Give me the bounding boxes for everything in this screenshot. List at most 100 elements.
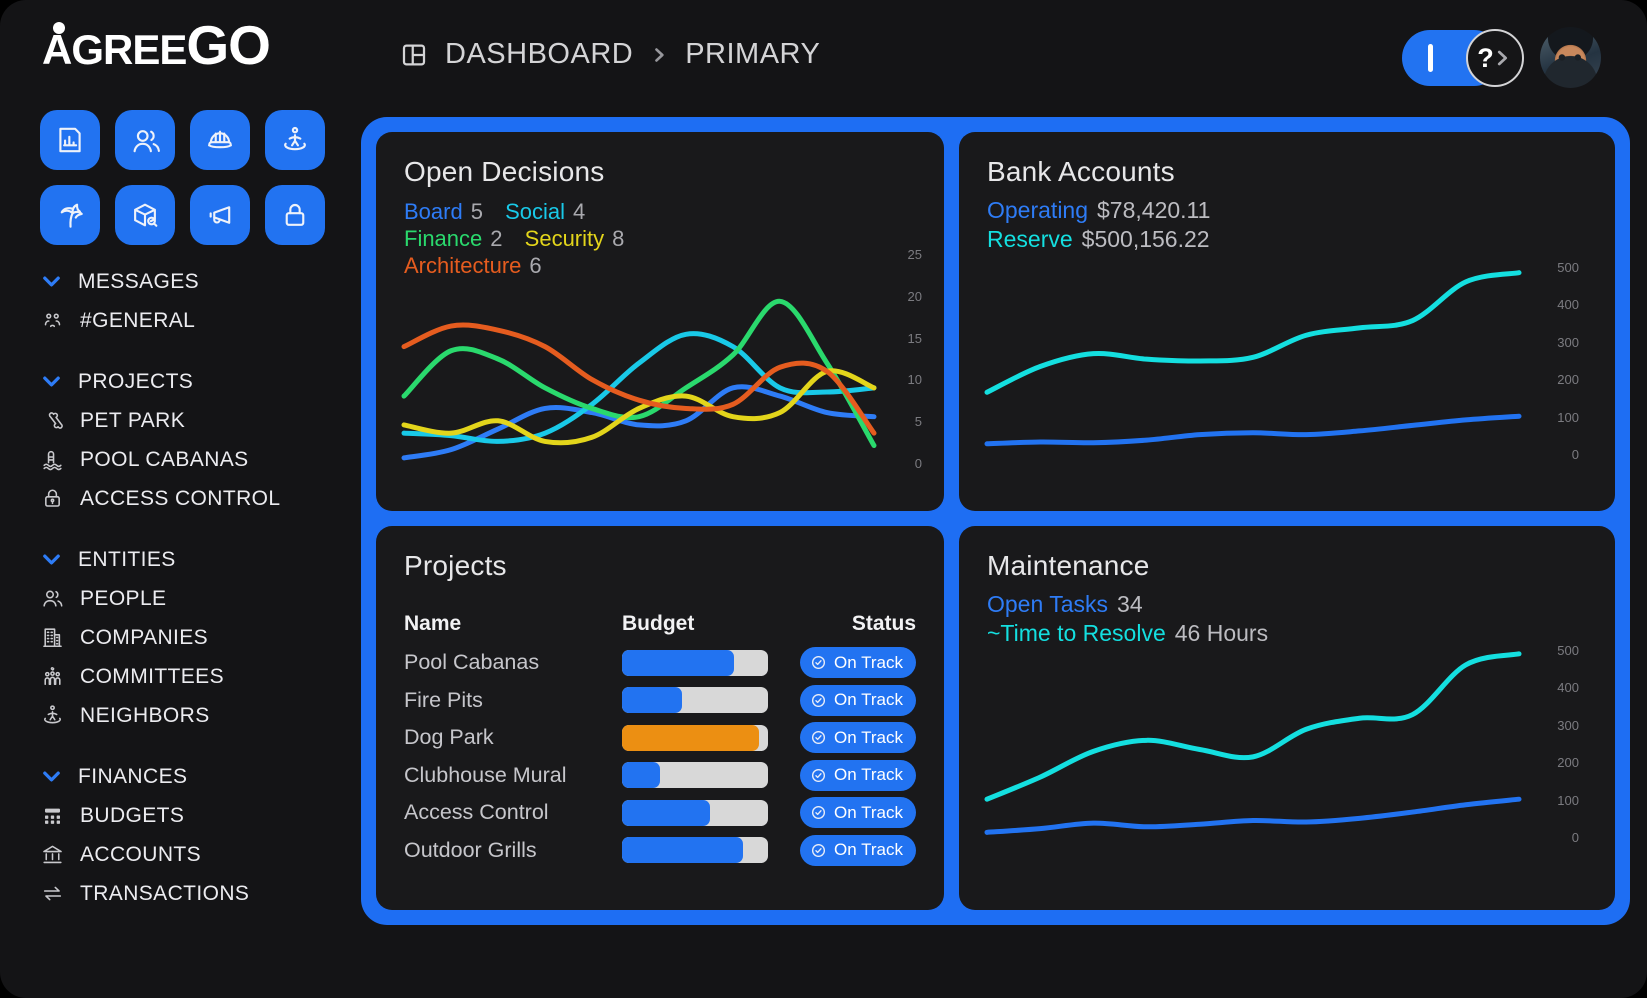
lock-icon — [285, 204, 305, 226]
sidebar-item-people[interactable]: PEOPLE — [40, 579, 350, 618]
announcements-button[interactable] — [190, 185, 250, 245]
help-toggle[interactable]: ? — [1402, 29, 1524, 87]
projects-table-header: Name Budget Status — [404, 604, 916, 644]
question-mark-icon: ? — [1477, 42, 1494, 73]
budget-progress-bar — [622, 799, 768, 826]
status-badge[interactable]: On Track — [800, 722, 916, 754]
sidebar-item-access-control[interactable]: ACCESS CONTROL — [40, 479, 350, 518]
project-name: Outdoor Grills — [404, 837, 537, 862]
construction-button[interactable] — [190, 110, 250, 170]
budget-progress-fill — [622, 762, 660, 789]
column-header-budget: Budget — [622, 612, 695, 635]
sidebar-item-pet-park[interactable]: PET PARK — [40, 401, 350, 440]
budget-progress-fill — [622, 724, 760, 751]
budget-progress-bar — [622, 649, 768, 676]
status-badge[interactable]: On Track — [800, 797, 916, 829]
maintenance-card: Maintenance Open Tasks 34 ~Time to Resolv… — [959, 526, 1615, 910]
sidebar-item-budgets[interactable]: BUDGETS — [40, 796, 350, 835]
dashboard-container: Open Decisions Board 5 Social 4 Finance 2 S… — [361, 117, 1630, 925]
chevron-down-icon — [43, 771, 60, 782]
status-label: On Track — [834, 840, 903, 860]
building-icon — [43, 628, 62, 648]
help-button[interactable]: ? — [1466, 29, 1524, 87]
sidebar-item-pool-cabanas[interactable]: POOL CABANAS — [40, 440, 350, 479]
status-badge[interactable]: On Track — [800, 684, 916, 716]
sidebar-section-entities[interactable]: ENTITIES — [40, 540, 350, 579]
legend-value: 2 — [490, 226, 503, 251]
security-button[interactable] — [265, 185, 325, 245]
legend-row: Board 5 Social 4 — [404, 198, 916, 225]
project-name: Dog Park — [404, 725, 494, 750]
stat-row: ~Time to Resolve 46 Hours — [987, 619, 1587, 648]
nav-item-label: NEIGHBORS — [80, 703, 210, 727]
padlock-keyhole-icon — [45, 489, 60, 507]
check-circle-icon — [811, 656, 826, 670]
table-row: Clubhouse Mural On Track — [404, 757, 916, 795]
committee-icon — [44, 666, 61, 685]
stat-row: Open Tasks 34 — [987, 590, 1587, 619]
section-label: MESSAGES — [78, 269, 200, 293]
app-logo[interactable]: AGREE GO — [42, 18, 271, 74]
chevron-down-icon — [43, 554, 60, 565]
sidebar-item-accounts[interactable]: ACCOUNTS — [40, 835, 350, 874]
status-badge[interactable]: On Track — [800, 647, 916, 679]
legend-value: 4 — [573, 199, 586, 224]
column-header-name: Name — [404, 612, 462, 635]
inventory-button[interactable] — [115, 185, 175, 245]
amenities-button[interactable] — [40, 185, 100, 245]
sidebar-item-neighbors[interactable]: NEIGHBORS — [40, 696, 350, 735]
neighbors-button[interactable] — [265, 110, 325, 170]
section-label: FINANCES — [78, 764, 188, 788]
y-axis-ticks: 500 400 300 200 100 0 — [1557, 643, 1579, 845]
breadcrumb-dashboard[interactable]: DASHBOARD — [445, 38, 634, 70]
chevron-down-icon — [43, 376, 60, 387]
legend-row: Finance 2 Security 8 — [404, 225, 916, 252]
user-avatar[interactable] — [1540, 27, 1601, 88]
sidebar-item-committees[interactable]: COMMITTEES — [40, 657, 350, 696]
sidebar-item-companies[interactable]: COMPANIES — [40, 618, 350, 657]
budget-progress-bar — [622, 837, 768, 864]
sidebar-item-general[interactable]: #GENERAL — [40, 301, 350, 340]
palm-tree-icon — [60, 203, 83, 228]
nav-section-projects: PROJECTS PET PARK POOL CABANAS — [40, 362, 350, 518]
bank-accounts-card: Bank Accounts Operating $78,420.11 Reserv… — [959, 132, 1615, 511]
stat-label-time-to-resolve: ~Time to Resolve — [987, 620, 1166, 646]
y-axis-ticks: 25 20 15 10 5 0 — [907, 247, 922, 471]
budget-progress-fill — [622, 687, 682, 714]
logo-text: AGREE — [42, 26, 187, 73]
status-badge[interactable]: On Track — [800, 759, 916, 791]
status-cell: On Track — [800, 759, 916, 791]
reports-button[interactable] — [40, 110, 100, 170]
status-label: On Track — [834, 690, 903, 710]
legend-label-social: Social — [505, 199, 566, 224]
pool-ladder-icon — [43, 450, 62, 471]
chevron-down-icon — [43, 276, 60, 287]
budget-grid-icon — [45, 808, 60, 824]
sidebar-item-transactions[interactable]: TRANSACTIONS — [40, 874, 350, 913]
status-badge[interactable]: On Track — [800, 834, 916, 866]
nav-item-label: TRANSACTIONS — [80, 881, 250, 905]
nav-item-label: POOL CABANAS — [80, 447, 249, 471]
package-search-icon — [134, 203, 158, 227]
budget-progress-fill — [622, 837, 744, 864]
dashboard-layout-icon — [402, 44, 426, 65]
nav-item-label: PET PARK — [80, 408, 186, 432]
check-circle-icon — [811, 806, 826, 820]
sidebar-section-finances[interactable]: FINANCES — [40, 757, 350, 796]
hard-hat-icon — [208, 130, 232, 149]
sidebar-section-projects[interactable]: PROJECTS — [40, 362, 350, 401]
transfer-arrows-icon — [43, 886, 62, 901]
breadcrumb-primary[interactable]: PRIMARY — [685, 38, 821, 70]
users-button[interactable] — [115, 110, 175, 170]
project-name: Clubhouse Mural — [404, 762, 567, 787]
sidebar-section-messages[interactable]: MESSAGES — [40, 262, 350, 301]
y-axis-ticks: 500 400 300 200 100 0 — [1557, 260, 1579, 462]
maintenance-stats: Open Tasks 34 ~Time to Resolve 46 Hours — [987, 590, 1587, 648]
status-cell: On Track — [800, 647, 916, 679]
status-cell: On Track — [800, 834, 916, 866]
legend-label-finance: Finance — [404, 226, 483, 251]
sidebar-nav: MESSAGES #GENERAL PROJECTS — [40, 262, 350, 913]
table-row: Outdoor Grills On Track — [404, 832, 916, 870]
status-label: On Track — [834, 727, 903, 747]
